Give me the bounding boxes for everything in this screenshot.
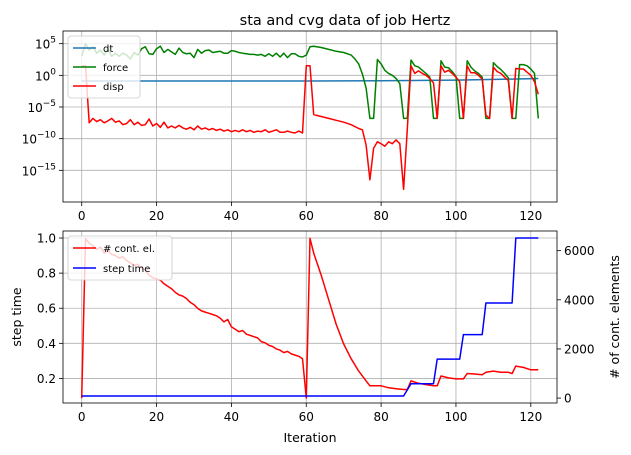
bottom-ytick-label-0: 0.2 [37, 372, 56, 386]
bottom-xlabel: Iteration [283, 430, 336, 445]
bottom-ylabel-right: # of cont. elements [607, 255, 622, 379]
top-ytick-label--10: 10−10 [22, 131, 57, 147]
top-ytick-label-0: 100 [35, 67, 56, 83]
bottom-legend-box [67, 235, 173, 281]
bottom-ticks: 0 20 40 60 80 100 120 0.2 0.4 0.6 0.8 1.0 0 2000 4000 6… [37, 232, 595, 424]
top-ticks: 0 20 40 60 80 100 120 105 100 10−5 10−10 10−15 [22, 36, 543, 223]
bottom-ylabel-left: step time [9, 287, 24, 347]
bottom-axes-frame [62, 230, 558, 404]
bottom-ytick-label-2: 0.6 [37, 302, 56, 316]
bottom-ytick-right-label-2000: 2000 [564, 342, 595, 356]
bottom-ytick-label-1: 0.4 [37, 337, 56, 351]
top-ytick-label--5: 10−5 [27, 99, 56, 115]
top-chart: sta and cvg data of job Hertz 0 20 40 60 80 1… [22, 13, 558, 223]
top-legend-label-force: force [103, 63, 128, 74]
bottom-xtick-label-100: 100 [445, 410, 468, 424]
top-series [80, 42, 540, 191]
top-series-line-dt [81, 77, 539, 82]
bottom-xtick-label-0: 0 [78, 410, 86, 424]
top-series-line-disp [81, 65, 540, 191]
bottom-xtick-label-20: 20 [149, 410, 164, 424]
bottom-xtick-label-80: 80 [373, 410, 388, 424]
bottom-ytick-label-3: 0.8 [37, 267, 56, 281]
top-xtick-label-20: 20 [149, 209, 164, 223]
top-legend-label-dt: dt [103, 44, 113, 55]
bottom-ytick-right-label-6000: 6000 [564, 244, 595, 258]
bottom-chart: 0 20 40 60 80 100 120 0.2 0.4 0.6 0.8 1.0 0 2000 4000 6… [9, 230, 622, 445]
top-xtick-label-40: 40 [224, 209, 239, 223]
bottom-xtick-label-40: 40 [224, 410, 239, 424]
top-legend-label-disp: disp [103, 82, 124, 93]
top-chart-title: sta and cvg data of job Hertz [240, 13, 451, 29]
bottom-xtick-label-60: 60 [299, 410, 314, 424]
top-legend: dt force disp [67, 35, 141, 99]
top-xtick-label-0: 0 [78, 209, 86, 223]
bottom-xtick-label-120: 120 [519, 410, 542, 424]
top-xtick-label-80: 80 [373, 209, 388, 223]
top-xtick-label-120: 120 [519, 209, 542, 223]
top-xtick-label-60: 60 [299, 209, 314, 223]
bottom-legend-label-cont-el: # cont. el. [103, 244, 155, 255]
bottom-legend-label-step-time: step time [103, 264, 150, 275]
top-xtick-label-100: 100 [445, 209, 468, 223]
top-ytick-label-5: 105 [35, 36, 56, 52]
bottom-ytick-right-label-0: 0 [564, 392, 572, 406]
top-axes-frame [62, 30, 558, 203]
bottom-legend: # cont. el. step time [67, 235, 173, 281]
top-legend-box [67, 35, 141, 99]
bottom-ytick-label-4: 1.0 [37, 232, 56, 246]
bottom-series-line-step-time [81, 237, 539, 397]
bottom-ytick-right-label-4000: 4000 [564, 293, 595, 307]
top-ytick-label--15: 10−15 [22, 162, 56, 178]
